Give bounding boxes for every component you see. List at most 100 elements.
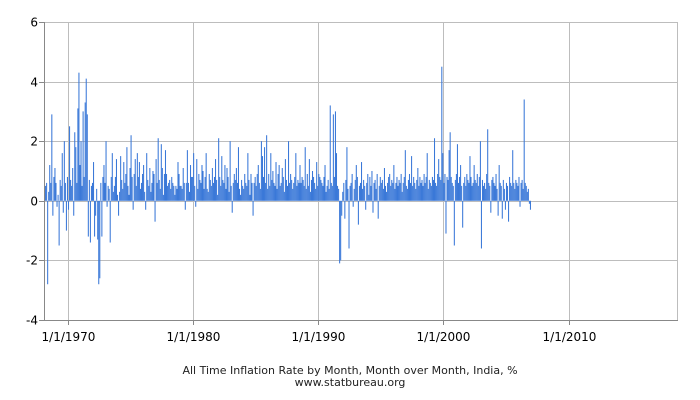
data-bar xyxy=(368,194,370,201)
data-bar xyxy=(495,173,497,201)
y-tick-labels: -4 -2 0 2 4 6 xyxy=(26,16,38,328)
data-bar xyxy=(527,188,529,201)
data-bar xyxy=(339,200,341,264)
data-bar xyxy=(224,165,226,201)
data-bar xyxy=(393,165,395,201)
data-bar xyxy=(221,156,223,201)
data-bar xyxy=(398,179,400,201)
data-bar xyxy=(316,162,318,201)
data-bar xyxy=(178,173,180,201)
y-tick-label: 6 xyxy=(30,16,38,30)
data-bar xyxy=(80,141,82,201)
data-bar xyxy=(501,200,503,219)
data-bar xyxy=(99,200,101,279)
data-bar xyxy=(381,179,383,201)
data-bar xyxy=(419,176,421,201)
data-bar xyxy=(161,168,163,201)
data-bar xyxy=(524,182,526,201)
data-bar xyxy=(500,185,502,201)
data-bar xyxy=(494,185,496,201)
data-bar xyxy=(466,173,468,201)
data-bar xyxy=(189,165,192,201)
data-bar xyxy=(350,182,352,201)
data-bar xyxy=(475,182,477,201)
data-bar xyxy=(169,179,171,201)
data-bar xyxy=(378,185,380,201)
data-bar xyxy=(233,173,235,201)
data-bar xyxy=(289,182,291,201)
data-bar xyxy=(426,153,428,201)
data-bar xyxy=(333,176,335,201)
data-bar xyxy=(465,185,467,201)
data-bar xyxy=(467,179,469,201)
data-bar xyxy=(72,168,74,201)
data-bar xyxy=(301,176,303,201)
data-bar xyxy=(429,182,431,201)
data-bar xyxy=(302,179,304,201)
data-bar xyxy=(299,165,301,201)
data-bar xyxy=(76,182,78,201)
data-bar xyxy=(297,179,299,201)
data-bar xyxy=(153,173,155,201)
data-bar xyxy=(323,176,325,201)
data-bar xyxy=(78,72,80,201)
data-bar xyxy=(91,182,94,201)
x-tick-label: 1/1/1970 xyxy=(42,330,96,344)
data-bar xyxy=(184,200,186,210)
data-bar xyxy=(416,179,418,201)
data-bar xyxy=(446,176,448,201)
data-bar xyxy=(401,191,403,201)
data-bar xyxy=(483,185,485,201)
data-bar xyxy=(272,171,274,201)
data-bar xyxy=(144,191,146,201)
data-bar xyxy=(114,176,116,201)
data-bar xyxy=(159,188,161,201)
data-bar xyxy=(266,135,268,201)
data-bar xyxy=(150,191,152,201)
data-bar xyxy=(348,200,350,249)
data-bar xyxy=(155,159,157,201)
data-bar xyxy=(514,188,516,201)
data-bar xyxy=(484,182,486,201)
data-bar xyxy=(115,159,117,201)
data-bar xyxy=(284,159,286,201)
data-bar xyxy=(133,173,135,201)
y-tick-label: -2 xyxy=(26,254,38,268)
data-bar xyxy=(425,176,427,201)
data-bar xyxy=(157,138,159,201)
data-bar xyxy=(59,179,61,201)
data-bar xyxy=(318,173,320,201)
data-bar xyxy=(123,162,125,201)
data-bar xyxy=(49,165,51,201)
data-bar xyxy=(277,173,279,201)
data-bar xyxy=(173,185,175,201)
data-bar xyxy=(64,182,66,201)
data-bar xyxy=(254,176,256,201)
data-bar xyxy=(513,182,515,201)
data-bar xyxy=(235,168,237,201)
data-bar xyxy=(54,168,56,201)
data-bar xyxy=(412,185,414,201)
data-bar xyxy=(279,185,281,201)
data-bar xyxy=(139,188,141,201)
data-bar xyxy=(493,182,495,201)
data-bar xyxy=(181,188,183,201)
data-bar xyxy=(288,141,290,201)
data-bar xyxy=(179,185,181,201)
data-bar xyxy=(166,173,168,201)
data-bar xyxy=(162,194,164,201)
data-bar xyxy=(448,150,450,201)
data-bar xyxy=(145,200,147,210)
data-bar xyxy=(261,156,263,201)
data-bar xyxy=(455,173,457,201)
data-bar xyxy=(93,162,95,201)
data-bar xyxy=(74,132,76,201)
data-bar xyxy=(260,141,262,201)
data-bar xyxy=(243,188,245,201)
data-bar xyxy=(265,182,267,201)
data-bar xyxy=(198,173,200,201)
data-bar xyxy=(461,185,463,201)
data-bar xyxy=(525,185,527,201)
data-bar xyxy=(140,182,143,201)
